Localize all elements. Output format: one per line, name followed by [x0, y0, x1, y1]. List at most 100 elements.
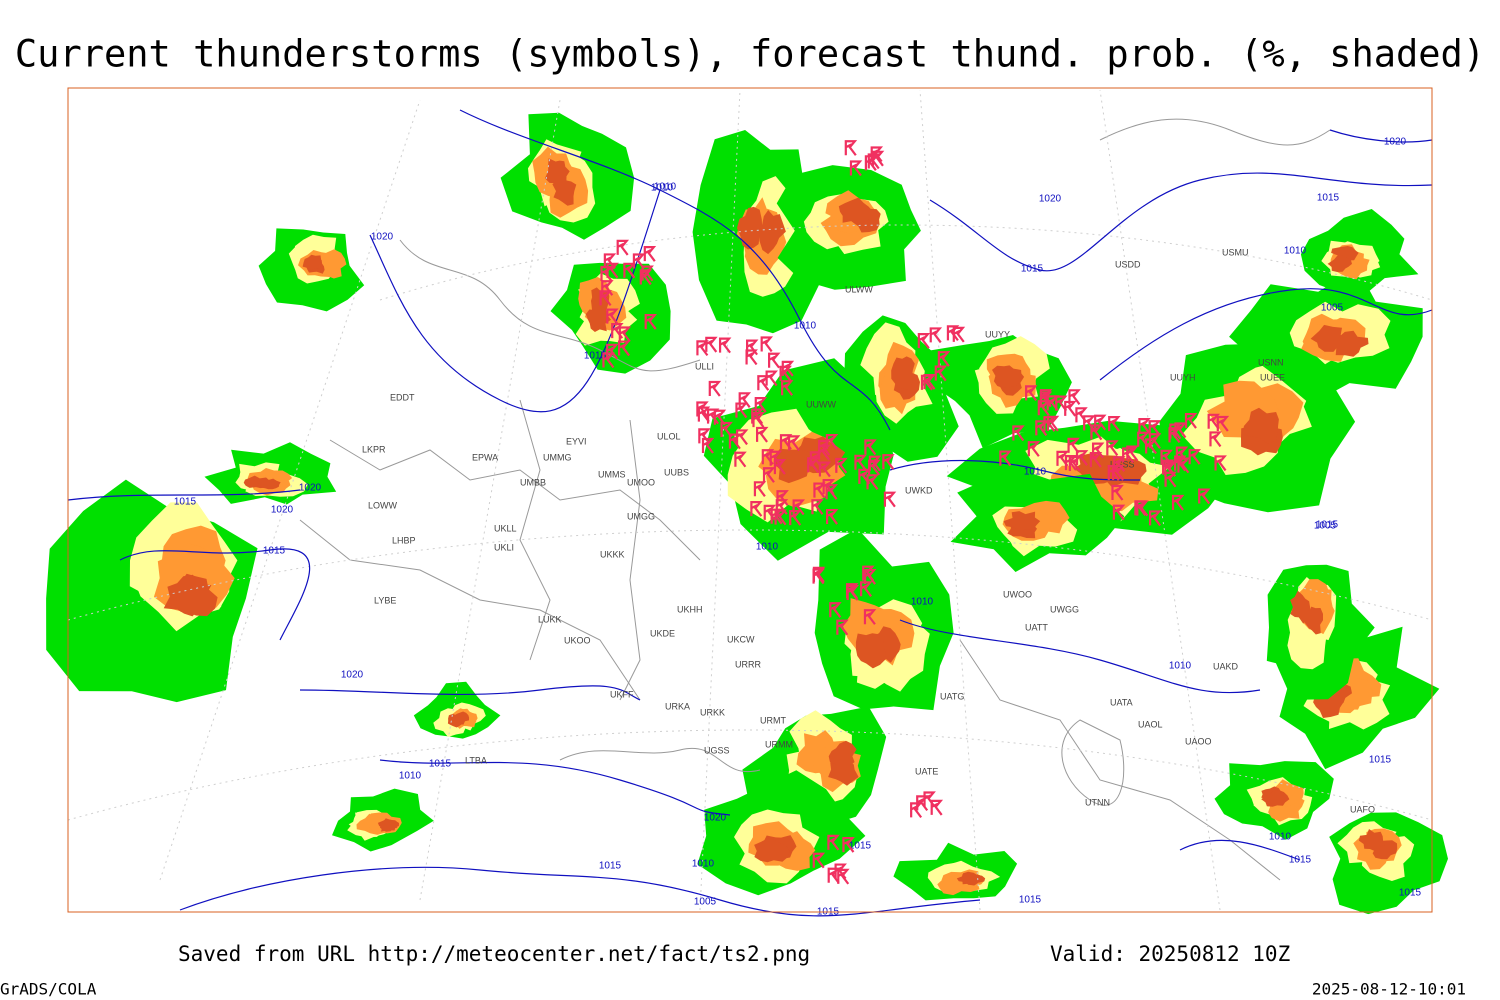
source-url: Saved from URL http://meteocenter.net/fa…	[178, 942, 810, 966]
station-label: UAFO	[1350, 804, 1375, 814]
station-label: UWOO	[1003, 589, 1032, 599]
isobar	[1179, 839, 1301, 861]
valid-time: Valid: 20250812 10Z	[1050, 942, 1290, 966]
station-label: UAKD	[1213, 661, 1239, 671]
station-label: ULOL	[657, 431, 681, 441]
thunderstorm-symbol	[760, 336, 774, 353]
thunderstorm-symbol	[701, 437, 715, 454]
thunderstorm-symbol	[1068, 389, 1081, 405]
isobar-label: 1015	[263, 546, 286, 557]
thunderstorm-symbol	[1039, 389, 1053, 405]
station-label: URRR	[735, 659, 761, 669]
map-area: 1020101010201015101010151010101510051010…	[46, 87, 1448, 918]
station-label: EPWA	[472, 452, 498, 462]
thunderstorm-symbol	[1149, 510, 1162, 527]
station-label: LTBA	[465, 755, 487, 765]
probability-area	[585, 306, 612, 332]
thunderstorm-symbol	[781, 380, 794, 396]
thunderstorm-symbol	[753, 481, 767, 497]
border	[329, 439, 701, 561]
thunderstorm-symbol	[601, 280, 614, 296]
thunderstorm-symbol	[789, 509, 802, 526]
isobar-label: 1010	[1024, 467, 1047, 478]
probability-area	[828, 740, 857, 771]
station-label: UTNN	[1085, 797, 1110, 807]
probability-area	[737, 206, 763, 250]
isobar	[929, 172, 1433, 272]
thunderstorm-symbol	[827, 867, 841, 884]
thunderstorm-symbol	[930, 799, 944, 816]
coastline	[559, 747, 761, 773]
thunderstorm-symbol	[1164, 471, 1177, 488]
probability-area	[1327, 255, 1352, 272]
station-label: UKHH	[677, 604, 703, 614]
thunderstorm-symbol	[606, 308, 619, 325]
probability-area	[256, 478, 281, 490]
border	[959, 639, 1281, 881]
isobar-label: 1015	[1399, 888, 1422, 899]
graticule	[67, 89, 1433, 911]
thunderstorm-symbol	[882, 454, 895, 470]
thunderstorm-symbol	[606, 343, 619, 360]
thunderstorm-symbol	[1188, 449, 1202, 465]
isobars	[67, 109, 1433, 917]
station-label: EYVI	[566, 436, 587, 446]
thunderstorm-symbol	[812, 852, 826, 869]
thunderstorm-symbol	[1122, 447, 1135, 464]
station-label: UKFF	[610, 689, 634, 699]
station-label: UGSS	[704, 745, 730, 755]
isobar-label: 1015	[849, 841, 872, 852]
probability-area	[1290, 590, 1311, 624]
thunderstorm-symbol	[720, 421, 733, 438]
thunderstorm-symbol	[844, 140, 858, 156]
thunderstorm-symbol	[1207, 413, 1221, 430]
thunderstorm-symbol	[934, 365, 948, 382]
station-label: LOWW	[368, 500, 398, 510]
timestamp: 2025-08-12-10:01	[1312, 980, 1466, 999]
isobar	[299, 685, 641, 701]
station-label: URKK	[700, 707, 725, 717]
station-label: LYBE	[374, 595, 396, 605]
isobar-label: 1015	[429, 759, 452, 770]
station-label: UKLI	[494, 542, 514, 552]
isobar-label: 1010	[756, 542, 779, 553]
thunderstorm-symbol	[792, 499, 805, 516]
thunderstorm-symbol	[883, 491, 897, 508]
probability-area	[454, 711, 470, 725]
thunderstorm-symbol	[734, 451, 747, 468]
map-title: Current thunderstorms (symbols), forecas…	[15, 33, 1485, 76]
thunderstorm-symbol	[616, 239, 630, 256]
station-label: LKPR	[362, 444, 386, 454]
isobar	[67, 489, 301, 501]
thunderstorm-symbol	[738, 392, 752, 408]
probability-area	[1261, 789, 1290, 807]
isobar	[1099, 288, 1433, 381]
thunderstorm-symbol	[781, 360, 795, 377]
thunderstorm-symbol	[1209, 431, 1222, 448]
thunderstorm-symbol	[606, 262, 619, 279]
probability-area	[1003, 511, 1041, 532]
isobar-label: 1010	[1169, 661, 1192, 672]
coastline	[1099, 118, 1331, 146]
station-label: UUEE	[1260, 372, 1285, 382]
thunderstorm-symbol	[756, 426, 769, 443]
isobar-label: 1020	[341, 670, 364, 681]
thunderstorm-symbol	[750, 501, 763, 517]
station-label: UMMS	[598, 469, 626, 479]
thunderstorm-symbol	[807, 457, 820, 474]
thunderstorm-symbol	[829, 602, 842, 618]
thunderstorm-symbol	[929, 327, 943, 344]
sea-outline	[1061, 719, 1125, 806]
thunderstorm-symbol	[818, 461, 832, 478]
probability-area	[1333, 330, 1369, 357]
thunderstorm-symbol	[923, 374, 936, 390]
thunderstorm-symbol	[1046, 415, 1060, 432]
thunderstorm-symbol	[1064, 400, 1077, 417]
probability-area	[1358, 829, 1385, 852]
station-label: UKDE	[650, 628, 675, 638]
station-label: UAOL	[1138, 719, 1163, 729]
isobar-label: 1010	[1284, 246, 1307, 257]
station-label: UATT	[1025, 622, 1048, 632]
isobar	[1329, 129, 1433, 143]
